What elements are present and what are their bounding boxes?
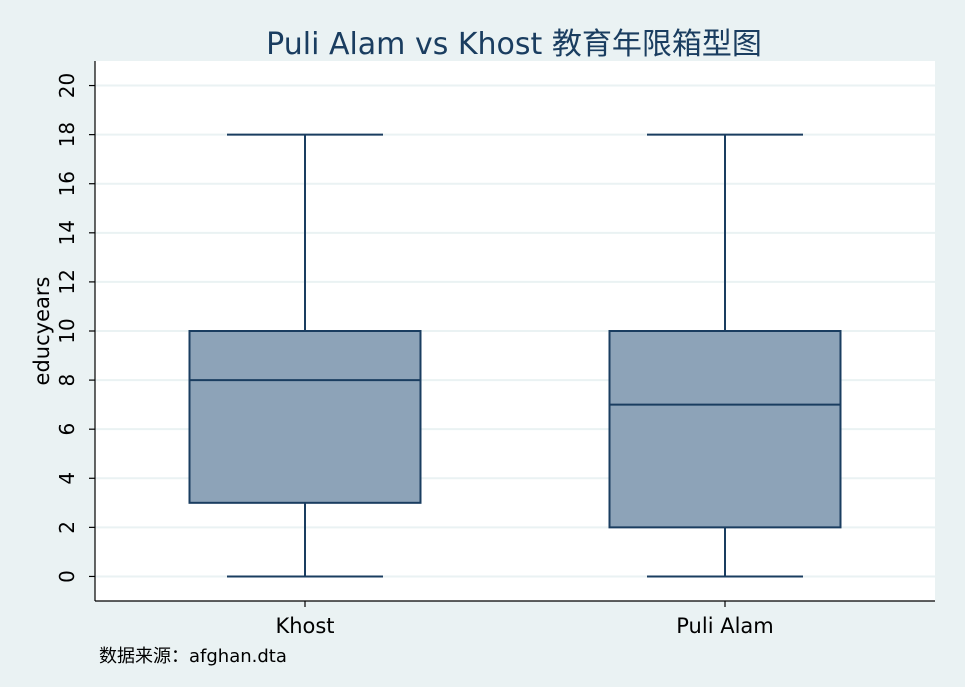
- y-tick-label: 12: [55, 269, 79, 294]
- box-series: [188, 133, 842, 578]
- box-iqr: [608, 330, 842, 529]
- y-tick-label: 20: [55, 73, 79, 98]
- y-ticks: 0 2 4 6 8 10 12 14 16 18 20: [55, 73, 95, 583]
- y-tick-label: 8: [55, 374, 79, 387]
- x-tick-labels: Khost Puli Alam: [275, 601, 774, 638]
- y-tick-label: 2: [55, 521, 79, 534]
- x-tick-label: Khost: [275, 614, 334, 638]
- y-tick-label: 10: [55, 318, 79, 343]
- chart-title: Puli Alam vs Khost 教育年限箱型图: [266, 27, 762, 62]
- y-tick-label: 16: [55, 171, 79, 196]
- y-tick-label: 6: [55, 423, 79, 436]
- source-note: 数据来源：afghan.dta: [99, 646, 287, 667]
- x-tick-label: Puli Alam: [676, 614, 773, 638]
- y-axis-label: educyears: [30, 277, 54, 386]
- y-tick-label: 18: [55, 122, 79, 147]
- y-tick-label: 14: [55, 220, 79, 245]
- y-tick-label: 4: [55, 472, 79, 485]
- box-iqr: [188, 330, 422, 504]
- y-tick-label: 0: [55, 570, 79, 583]
